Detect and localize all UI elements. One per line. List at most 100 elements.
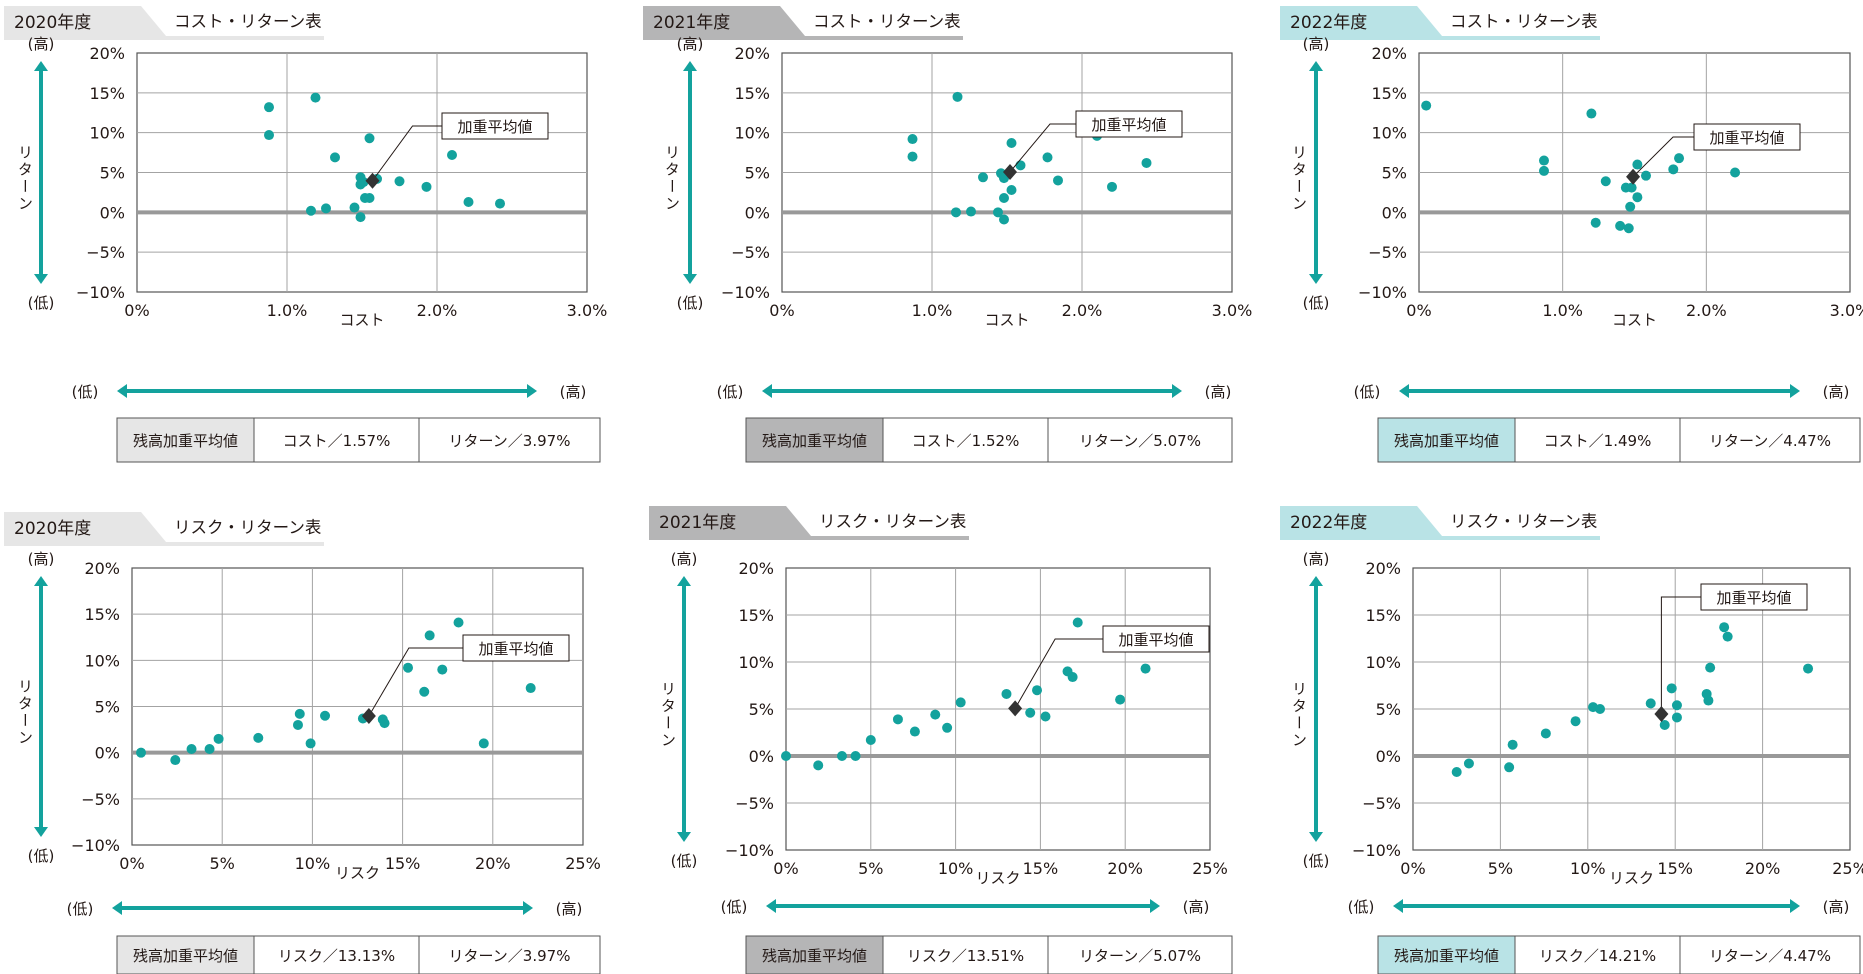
data-point (1006, 138, 1017, 149)
data-point (993, 207, 1003, 218)
data-point (170, 755, 181, 766)
data-point (358, 177, 369, 188)
data-point (330, 152, 340, 163)
y-tick-label: 20% (738, 559, 774, 578)
y-tick-label: 0% (749, 747, 774, 766)
data-point (1640, 170, 1651, 181)
data-point (1703, 695, 1714, 706)
summary-y-value: リターン／5.07% (1079, 947, 1201, 965)
header-year-tab (643, 6, 780, 36)
average-marker (1008, 700, 1023, 717)
data-point (1671, 712, 1682, 723)
data-point (1668, 164, 1679, 175)
x-tick-label: 0% (769, 301, 794, 320)
data-point (1730, 167, 1741, 178)
y-axis-title: リターン (663, 145, 681, 213)
data-point (1600, 176, 1611, 187)
data-point (1140, 663, 1151, 674)
callout-box (1693, 123, 1801, 151)
x-tick-label: 1.0% (912, 301, 953, 320)
data-point (1001, 688, 1012, 699)
data-point (1540, 728, 1551, 739)
header-year-tab (649, 506, 786, 536)
summary-label: 残高加重平均値 (762, 947, 867, 965)
panel-title: コスト・リターン表 (813, 12, 961, 31)
y-tick-label: 15% (1365, 606, 1401, 625)
data-point (942, 722, 953, 733)
x-tick-label: 20% (1107, 859, 1143, 878)
panel-year-label: 2021年度 (659, 513, 736, 533)
arrow-head (1172, 384, 1182, 398)
arrow-head (766, 899, 776, 913)
data-point (1632, 159, 1643, 170)
x-tick-label: 25% (1832, 859, 1863, 878)
data-point (447, 149, 457, 160)
data-point (909, 726, 920, 737)
y-tick-label: 15% (84, 605, 120, 624)
chart-panel-6: 2022年度 リスク・リターン表 0% 5% 10% 15% 20% 25% 20% 15% 10%… (1280, 506, 1863, 974)
data-point (1025, 707, 1036, 718)
panel-title: リスク・リターン表 (819, 512, 966, 531)
panel-year-label: 2021年度 (653, 13, 730, 33)
y-tick-label: 0% (1376, 747, 1401, 766)
y-axis-title: リターン (1290, 681, 1308, 749)
callout-label: 加重平均値 (1716, 589, 1791, 607)
data-point (403, 662, 414, 673)
data-point (306, 205, 316, 216)
x-tick-label: 3.0% (1212, 301, 1253, 320)
x-tick-label: 0% (119, 854, 144, 873)
data-point (1803, 663, 1814, 674)
data-point (1040, 711, 1051, 722)
x-tick-label: 5% (210, 854, 235, 873)
chart-panel-2: 2021年度 コスト・リターン表 0% 1.0% 2.0% 3.0% 20% 15% 10% 5%… (643, 6, 1253, 463)
y-tick-label: −10% (725, 841, 774, 860)
x-tick-label: 5% (858, 859, 883, 878)
summary-x-value: コスト／1.49% (1544, 432, 1652, 450)
x-tick-label: 0% (1406, 301, 1431, 320)
x-high-label: (高) (556, 900, 583, 918)
data-point (437, 664, 448, 675)
arrow-head (34, 576, 48, 586)
summary-x-value: コスト／1.52% (912, 432, 1020, 450)
data-point (951, 207, 961, 218)
data-point (1586, 108, 1597, 119)
header-tab-corner (780, 6, 805, 36)
data-point (865, 735, 876, 746)
y-tick-label: 5% (1376, 700, 1401, 719)
data-point (463, 196, 474, 207)
x-axis-title: コスト (1612, 311, 1657, 329)
data-point (379, 718, 390, 729)
header-year-tab (4, 512, 141, 542)
data-point (1570, 716, 1581, 727)
data-point (1595, 704, 1606, 714)
x-high-label: (高) (1205, 383, 1232, 401)
x-tick-label: 20% (475, 854, 511, 873)
callout-label: 加重平均値 (1091, 116, 1166, 134)
data-point (453, 617, 464, 628)
data-point (952, 91, 963, 102)
y-low-label: (低) (677, 294, 704, 312)
x-low-label: (低) (72, 383, 99, 401)
summary-y-value: リターン／3.97% (449, 947, 571, 965)
y-tick-label: −5% (1362, 794, 1401, 813)
data-point (1632, 192, 1643, 203)
y-tick-label: −10% (1352, 841, 1401, 860)
summary-x-value: リスク／13.51% (907, 947, 1024, 965)
arrow-head (1399, 384, 1409, 398)
data-point (310, 92, 321, 103)
data-point (321, 203, 331, 214)
header-underline (1280, 36, 1600, 40)
data-point (999, 214, 1009, 225)
y-tick-label: −10% (1358, 283, 1407, 302)
summary-x-value: コスト／1.57% (283, 432, 391, 450)
chart-panel-1: 2020年度 コスト・リターン表 0% 1.0% 2.0% 3.0% 20% 15% 10% 5%… (4, 6, 607, 463)
y-tick-label: 5% (95, 698, 120, 717)
data-point (1626, 182, 1637, 193)
data-point (813, 760, 824, 771)
summary-label-cell (745, 417, 884, 463)
average-marker (1626, 168, 1641, 185)
x-low-label: (低) (1354, 383, 1381, 401)
y-tick-label: −5% (86, 243, 125, 262)
y-tick-label: 15% (1371, 84, 1407, 103)
data-point (320, 710, 331, 721)
